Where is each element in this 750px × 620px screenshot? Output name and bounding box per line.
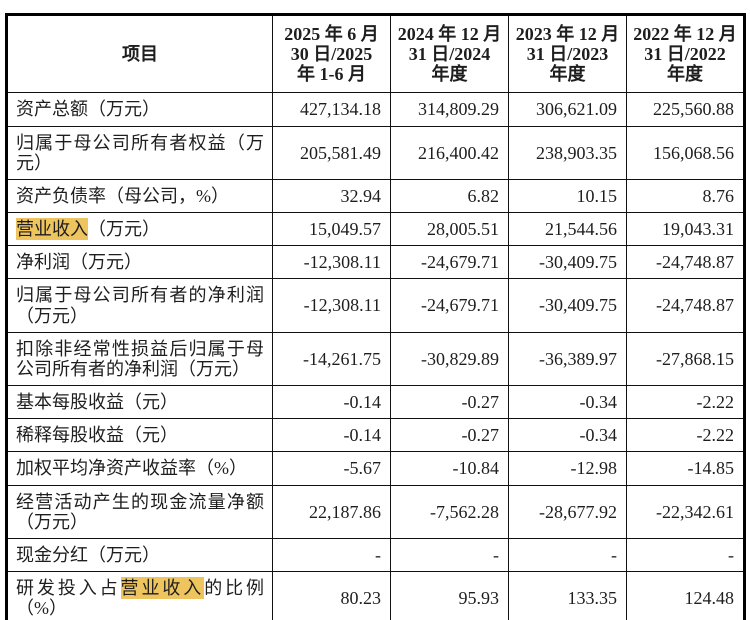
cell-value: 156,068.56 <box>626 125 745 180</box>
cell-value: -36,389.97 <box>508 331 627 387</box>
column-header-item: 项目 <box>6 13 273 94</box>
cell-value: - <box>390 537 509 572</box>
cell-value: 19,043.31 <box>626 212 745 247</box>
table-row: 净利润（万元） -12,308.11 -24,679.71 -30,409.75… <box>6 245 745 280</box>
cell-value: 22,187.86 <box>272 484 391 539</box>
row-label: 加权平均净资产收益率（%） <box>6 451 273 486</box>
table-row: 营业收入（万元） 15,049.57 28,005.51 21,544.56 1… <box>6 212 745 247</box>
cell-value: 95.93 <box>390 570 509 620</box>
cell-value: -2.22 <box>626 385 745 420</box>
row-label: 资产总额（万元） <box>6 92 273 127</box>
cell-value: -0.34 <box>508 418 627 453</box>
row-label: 归属于母公司所有者权益（万元） <box>6 125 273 180</box>
cell-value: -7,562.28 <box>390 484 509 539</box>
cell-value: -24,679.71 <box>390 245 509 280</box>
cell-value: -24,679.71 <box>390 278 509 333</box>
table-row: 研发投入占营业收入的比例（%） 80.23 95.93 133.35 124.4… <box>6 570 745 620</box>
cell-value: -12,308.11 <box>272 245 391 280</box>
row-label: 基本每股收益（元） <box>6 385 273 420</box>
cell-value: -0.27 <box>390 385 509 420</box>
cell-value: 133.35 <box>508 570 627 620</box>
cell-value: -24,748.87 <box>626 245 745 280</box>
table-row: 扣除非经常性损益后归属于母公司所有者的净利润（万元） -14,261.75 -3… <box>6 331 745 387</box>
cell-value: -22,342.61 <box>626 484 745 539</box>
row-label: 稀释每股收益（元） <box>6 418 273 453</box>
table-row: 基本每股收益（元） -0.14 -0.27 -0.34 -2.22 <box>6 385 745 420</box>
cell-value: -0.34 <box>508 385 627 420</box>
cell-value: - <box>626 537 745 572</box>
cell-value: -28,677.92 <box>508 484 627 539</box>
cell-value: -30,409.75 <box>508 245 627 280</box>
table-row: 加权平均净资产收益率（%） -5.67 -10.84 -12.98 -14.85 <box>6 451 745 486</box>
cell-value: 6.82 <box>390 178 509 214</box>
cell-value: 205,581.49 <box>272 125 391 180</box>
row-label: 经营活动产生的现金流量净额（万元） <box>6 484 273 539</box>
table-row: 归属于母公司所有者的净利润（万元） -12,308.11 -24,679.71 … <box>6 278 745 333</box>
table-row: 资产总额（万元） 427,134.18 314,809.29 306,621.0… <box>6 92 745 127</box>
cell-value: - <box>272 537 391 572</box>
column-header-period-2024: 2024 年 12 月 31 日/2024 年度 <box>390 13 509 94</box>
cell-value: -0.27 <box>390 418 509 453</box>
cell-value: -24,748.87 <box>626 278 745 333</box>
table-row: 经营活动产生的现金流量净额（万元） 22,187.86 -7,562.28 -2… <box>6 484 745 539</box>
cell-value: 238,903.35 <box>508 125 627 180</box>
row-label: 现金分红（万元） <box>6 537 273 572</box>
cell-value: 314,809.29 <box>390 92 509 127</box>
row-label: 扣除非经常性损益后归属于母公司所有者的净利润（万元） <box>6 331 273 387</box>
cell-value: 225,560.88 <box>626 92 745 127</box>
cell-value: 306,621.09 <box>508 92 627 127</box>
cell-value: - <box>508 537 627 572</box>
cell-value: -0.14 <box>272 385 391 420</box>
cell-value: 124.48 <box>626 570 745 620</box>
table-row: 稀释每股收益（元） -0.14 -0.27 -0.34 -2.22 <box>6 418 745 453</box>
cell-value: -12,308.11 <box>272 278 391 333</box>
cell-value: 80.23 <box>272 570 391 620</box>
column-header-period-2023: 2023 年 12 月 31 日/2023 年度 <box>508 13 627 94</box>
table-row: 资产负债率（母公司，%） 32.94 6.82 10.15 8.76 <box>6 178 745 214</box>
key-financials-table: 项目 2025 年 6 月 30 日/2025 年 1-6 月 2024 年 1… <box>5 13 746 620</box>
highlight: 营业收入 <box>120 576 205 599</box>
cell-value: 216,400.42 <box>390 125 509 180</box>
cell-value: 8.76 <box>626 178 745 214</box>
cell-value: 21,544.56 <box>508 212 627 247</box>
row-label: 归属于母公司所有者的净利润（万元） <box>6 278 273 333</box>
table-row: 归属于母公司所有者权益（万元） 205,581.49 216,400.42 23… <box>6 125 745 180</box>
cell-value: 427,134.18 <box>272 92 391 127</box>
cell-value: -14,261.75 <box>272 331 391 387</box>
cell-value: -30,829.89 <box>390 331 509 387</box>
cell-value: 10.15 <box>508 178 627 214</box>
row-label: 净利润（万元） <box>6 245 273 280</box>
cell-value: -5.67 <box>272 451 391 486</box>
cell-value: -10.84 <box>390 451 509 486</box>
table-row: 现金分红（万元） - - - - <box>6 537 745 572</box>
row-label: 营业收入（万元） <box>6 212 273 247</box>
cell-value: -27,868.15 <box>626 331 745 387</box>
cell-value: 15,049.57 <box>272 212 391 247</box>
header-row: 项目 2025 年 6 月 30 日/2025 年 1-6 月 2024 年 1… <box>6 13 745 94</box>
cell-value: -14.85 <box>626 451 745 486</box>
cell-value: -12.98 <box>508 451 627 486</box>
cell-value: -30,409.75 <box>508 278 627 333</box>
cell-value: 28,005.51 <box>390 212 509 247</box>
row-label: 研发投入占营业收入的比例（%） <box>6 570 273 620</box>
highlight: 营业收入 <box>16 218 88 241</box>
column-header-period-2022: 2022 年 12 月 31 日/2022 年度 <box>626 13 745 94</box>
cell-value: 32.94 <box>272 178 391 214</box>
cell-value: -2.22 <box>626 418 745 453</box>
column-header-period-2025h1: 2025 年 6 月 30 日/2025 年 1-6 月 <box>272 13 391 94</box>
cell-value: -0.14 <box>272 418 391 453</box>
row-label: 资产负债率（母公司，%） <box>6 178 273 214</box>
